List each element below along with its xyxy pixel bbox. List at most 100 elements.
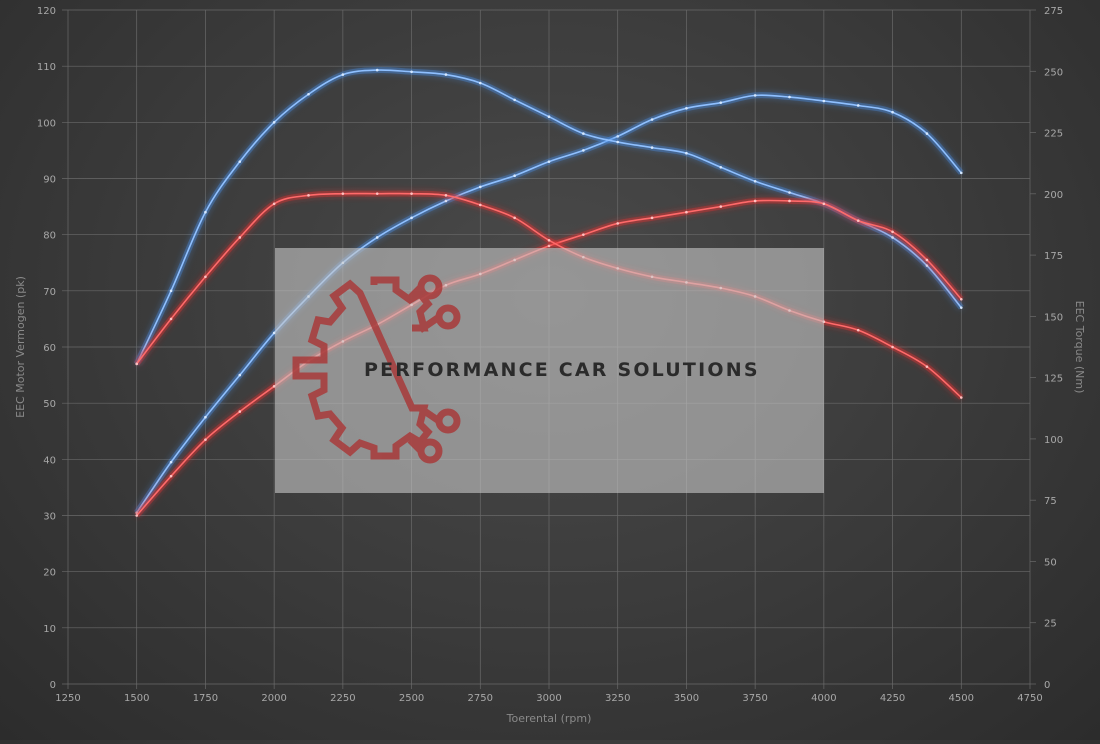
x-tick-label: 4250 [880, 693, 905, 704]
y-right-tick-label: 25 [1044, 619, 1057, 630]
y-right-tick-label: 125 [1044, 374, 1063, 385]
y-left-tick-label: 40 [43, 455, 56, 466]
series-1-point [925, 264, 929, 267]
series-0-point [204, 415, 207, 419]
series-2-point [822, 202, 826, 206]
series-3-point [478, 203, 482, 207]
series-1-point [753, 180, 757, 183]
x-tick-label: 2750 [468, 693, 493, 704]
y-left-tick-label: 80 [43, 231, 56, 242]
series-2-point [238, 410, 242, 413]
series-3-point [410, 192, 413, 195]
series-1-point [410, 70, 413, 74]
y-right-tick-label: 150 [1044, 312, 1063, 323]
series-1-point [788, 191, 791, 194]
y-left-tick-label: 50 [43, 399, 56, 410]
series-1-point [650, 146, 654, 149]
series-0-point [719, 101, 723, 104]
y-left-tick-label: 0 [50, 680, 56, 691]
series-2-point [650, 216, 654, 220]
series-0-point [753, 94, 757, 97]
x-tick-label: 1500 [124, 693, 149, 704]
series-3-point [547, 238, 551, 242]
series-2-point [135, 514, 139, 517]
series-0-point [616, 135, 620, 138]
y-left-tick-label: 100 [37, 118, 56, 129]
y-left-tick-label: 120 [37, 6, 56, 17]
x-tick-label: 3750 [742, 693, 767, 704]
series-0-point [478, 185, 482, 189]
series-2-point [753, 199, 757, 203]
y-right-tick-label: 0 [1044, 680, 1050, 691]
x-tick-label: 1750 [193, 693, 218, 704]
series-0-point [822, 99, 826, 103]
y-right-tick-label: 100 [1044, 435, 1063, 446]
x-tick-label: 2250 [330, 693, 355, 704]
series-1-point [582, 132, 585, 135]
tick-labels: 1250 1500 1750 2000 2250 2500 2750 3000 3250 3500… [37, 6, 1063, 704]
y-right-tick-label: 75 [1044, 496, 1057, 507]
series-1-point [478, 81, 482, 85]
y-right-tick-label: 200 [1044, 190, 1063, 201]
watermark-text: PERFORMANCE CAR SOLUTIONS [364, 359, 760, 381]
x-tick-label: 4750 [1017, 693, 1042, 704]
series-3-point [375, 192, 379, 195]
series-2-point [272, 385, 276, 388]
series-3-point [341, 192, 345, 195]
series-3-point [959, 396, 963, 399]
series-1-point [307, 92, 310, 96]
series-2-point [719, 205, 723, 208]
series-3-point [135, 362, 139, 366]
series-0-point [856, 104, 860, 107]
y-right-tick-label: 225 [1044, 129, 1063, 140]
series-3-point [204, 275, 207, 279]
series-0-point [959, 171, 963, 175]
series-3-point [444, 194, 448, 197]
series-3-point [238, 236, 242, 239]
series-0-point [513, 174, 516, 177]
y-left-tick-label: 20 [43, 568, 56, 579]
series-3-point [856, 328, 860, 332]
series-0-point [547, 160, 551, 163]
series-2-point [788, 199, 791, 203]
series-0-point [685, 106, 688, 110]
y-left-tick-label: 10 [43, 624, 56, 635]
series-2-point [582, 233, 585, 236]
x-tick-label: 3000 [536, 693, 561, 704]
series-1-point [204, 210, 207, 214]
series-1-point [685, 151, 688, 155]
series-0-point [650, 118, 654, 121]
series-2-point [547, 244, 551, 248]
series-0-point [169, 460, 173, 464]
watermark: PERFORMANCE CAR SOLUTIONS [275, 248, 824, 493]
y-left-tick-label: 110 [37, 62, 56, 73]
y-left-tick-label: 30 [43, 512, 56, 523]
series-1-point [238, 160, 242, 163]
watermark-panel [275, 248, 824, 493]
x-tick-label: 1250 [55, 693, 80, 704]
series-3-point [891, 345, 894, 349]
gear-logo-icon [292, 274, 461, 464]
series-1-point [891, 236, 894, 239]
x-tick-label: 2500 [399, 693, 424, 704]
series-0-point [410, 216, 413, 220]
y-right-tick-label: 275 [1044, 6, 1063, 17]
x-tick-label: 4000 [811, 693, 836, 704]
series-1-point [375, 68, 379, 72]
y-left-tick-label: 60 [43, 343, 56, 354]
series-2-point [685, 210, 688, 214]
x-axis-title: Toerental (rpm) [506, 712, 592, 725]
series-2-point [204, 438, 207, 441]
series-0-point [238, 373, 242, 377]
x-tick-label: 3500 [674, 693, 699, 704]
y-right-tick-label: 50 [1044, 557, 1057, 568]
y-right-tick-label: 250 [1044, 67, 1063, 78]
series-3-point [513, 216, 516, 220]
x-tick-label: 2000 [261, 693, 286, 704]
series-0-point [788, 95, 791, 99]
x-tick-label: 3250 [605, 693, 630, 704]
y-axis-left-title: EEC Motor Vermogen (pk) [14, 276, 27, 418]
series-1-point [959, 306, 963, 309]
